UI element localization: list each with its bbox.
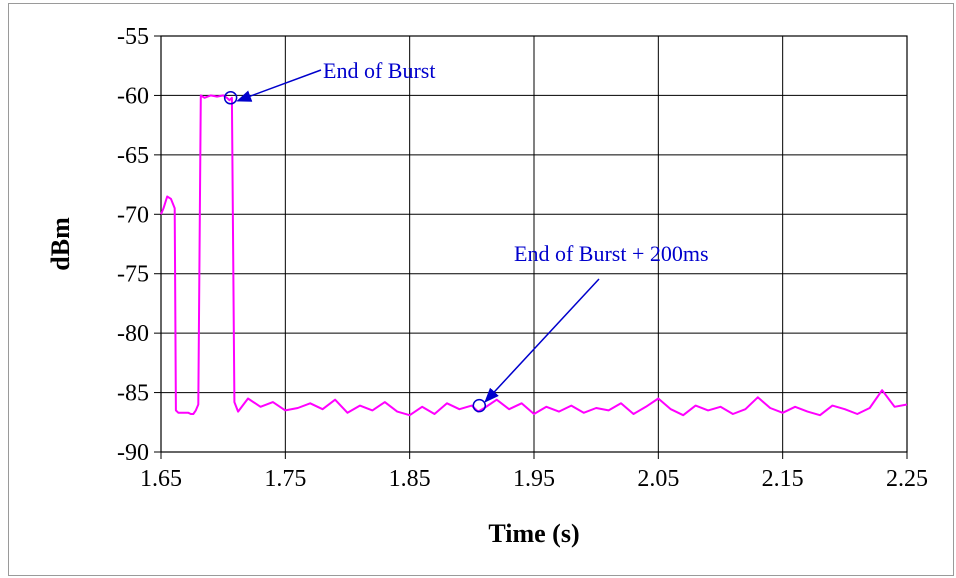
annotation-label-1: End of Burst + 200ms <box>514 241 709 266</box>
tick-labels: 1.65 1.75 1.85 1.95 2.05 2.15 2.25 -55 -60 -65 -70… <box>117 24 928 492</box>
x-axis-title: Time (s) <box>488 519 579 548</box>
x-tick-label-2: 1.85 <box>389 466 431 492</box>
line-chart: 1.65 1.75 1.85 1.95 2.05 2.15 2.25 -55 -60 -65 -70… <box>46 24 928 548</box>
y-tick-label-2: -65 <box>117 143 149 169</box>
y-tick-label-7: -90 <box>117 440 149 466</box>
x-tick-label-1: 1.75 <box>264 466 306 492</box>
axes <box>154 35 908 459</box>
y-tick-label-0: -55 <box>117 24 149 50</box>
y-tick-label-6: -85 <box>117 381 149 407</box>
y-axis-title: dBm <box>46 217 75 271</box>
y-tick-label-3: -70 <box>117 202 149 228</box>
annotation-label-0: End of Burst <box>323 58 435 83</box>
annotations-group: End of Burst End of Burst + 200ms <box>223 58 709 413</box>
y-tick-label-4: -75 <box>117 262 149 288</box>
x-tick-label-5: 2.15 <box>762 466 804 492</box>
chart-frame: 1.65 1.75 1.85 1.95 2.05 2.15 2.25 -55 -60 -65 -70… <box>8 3 954 576</box>
annotation-arrow-1 <box>484 278 600 403</box>
series-line-0 <box>160 94 908 417</box>
series-group <box>160 94 908 417</box>
y-tick-label-5: -80 <box>117 321 149 347</box>
x-tick-label-3: 1.95 <box>513 466 555 492</box>
x-tick-label-0: 1.65 <box>140 466 182 492</box>
y-tick-label-1: -60 <box>117 83 149 109</box>
annotation-marker-1 <box>472 398 487 413</box>
annotation-arrow-0 <box>236 69 322 102</box>
x-tick-label-6: 2.25 <box>886 466 928 492</box>
x-tick-label-4: 2.05 <box>637 466 679 492</box>
plot-border <box>160 35 908 453</box>
